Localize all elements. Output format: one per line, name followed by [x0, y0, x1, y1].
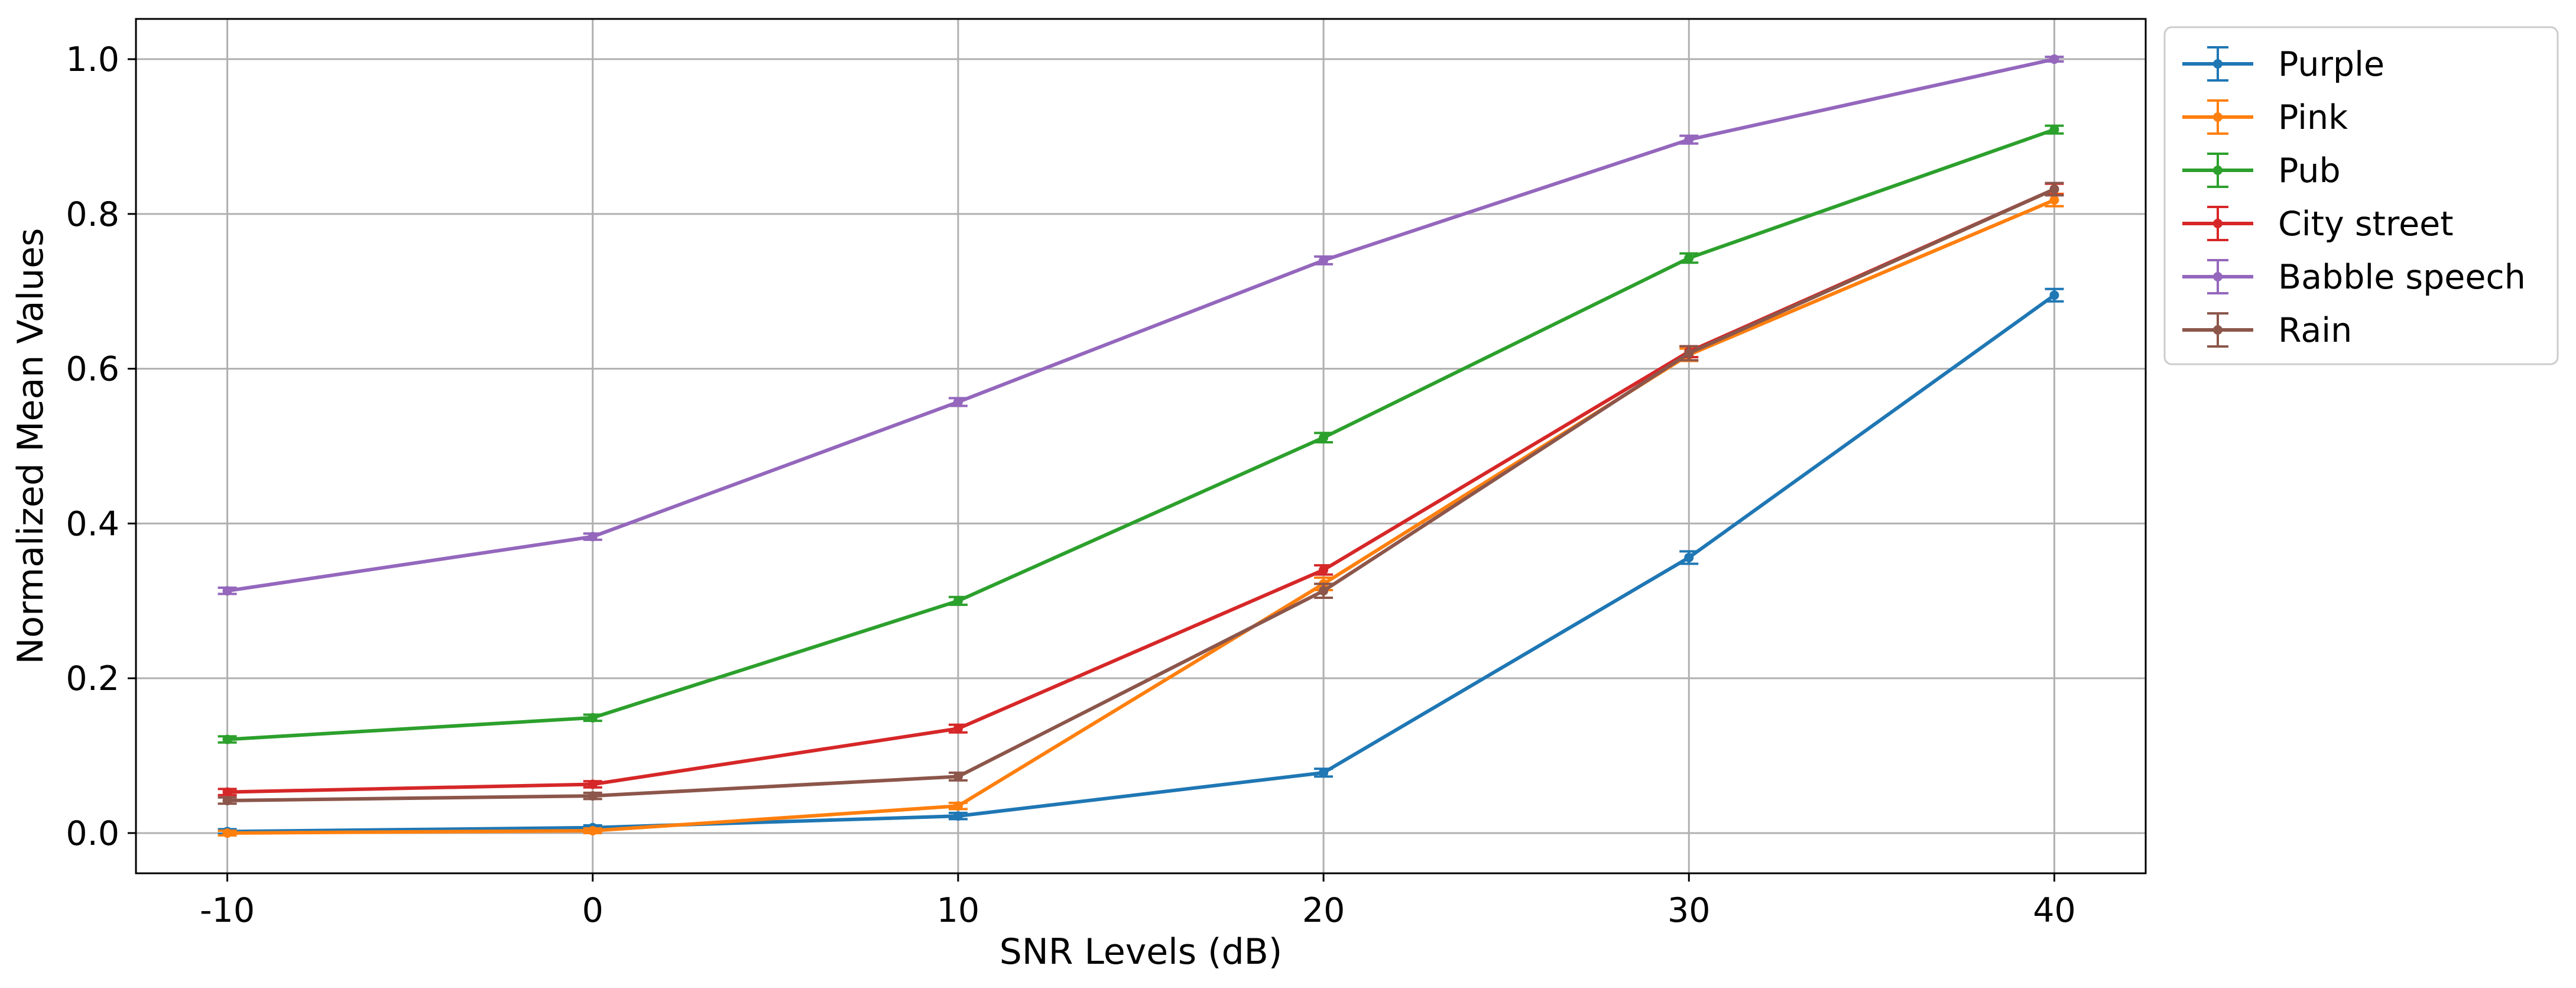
series-line	[227, 128, 2055, 741]
data-point	[588, 791, 598, 801]
legend-item: Babble speech	[2182, 258, 2526, 297]
data-point	[1319, 565, 1329, 575]
data-point	[953, 801, 963, 811]
legend: Purple Pink Pub City street Babble speech Rai…	[2163, 26, 2559, 365]
legend-marker	[2213, 219, 2223, 228]
data-point	[222, 734, 232, 744]
data-point	[222, 586, 232, 596]
x-axis-label: SNR Levels (dB)	[1000, 931, 1283, 973]
data-point	[2049, 184, 2059, 194]
legend-label: Pub	[2278, 151, 2341, 190]
data-point	[1684, 253, 1694, 263]
axis-ticks: -10 0 10 20 30 40 0.0 0.2 0.4 0.6 0.8 1.0	[66, 40, 2075, 930]
data-point	[2049, 290, 2059, 300]
series-line	[227, 293, 2056, 834]
y-tick-label: 0.0	[66, 814, 119, 853]
x-tick-label: 20	[1302, 891, 1345, 930]
legend-box	[2163, 26, 2559, 365]
legend-item: City street	[2182, 205, 2454, 244]
legend-item: Purple	[2182, 45, 2384, 84]
y-tick-label: 0.2	[66, 659, 119, 698]
data-point	[588, 779, 598, 789]
data-point	[1684, 135, 1694, 145]
y-tick-label: 0.6	[66, 350, 119, 389]
data-point	[588, 712, 598, 723]
legend-item: Rain	[2182, 311, 2352, 350]
data-point	[588, 532, 598, 542]
y-axis-label: Normalized Mean Values	[10, 228, 51, 665]
y-tick-label: 1.0	[66, 40, 119, 79]
series-line	[227, 57, 2055, 593]
data-point	[1319, 433, 1329, 443]
plot-frame	[135, 18, 2147, 874]
legend-marker	[2213, 272, 2223, 281]
data-point	[1684, 348, 1694, 358]
data-point	[1319, 255, 1329, 265]
legend-label: Rain	[2278, 311, 2352, 350]
data-point	[588, 826, 598, 836]
x-tick-label: 0	[582, 891, 604, 930]
data-point	[953, 772, 963, 782]
legend-marker	[2213, 166, 2223, 175]
data-point	[2049, 195, 2059, 205]
data-point	[1684, 552, 1694, 562]
legend-label: Babble speech	[2278, 258, 2526, 297]
legend-label: Purple	[2278, 45, 2384, 84]
data-point	[953, 724, 963, 734]
series-line	[227, 187, 2055, 802]
x-tick-label: -10	[200, 891, 255, 930]
series-babble-speech	[218, 54, 2064, 596]
data-point	[2049, 54, 2059, 64]
data-point	[1319, 586, 1329, 596]
legend-marker	[2213, 325, 2223, 335]
series-pub	[218, 124, 2064, 744]
legend-marker	[2213, 59, 2223, 69]
data-point	[953, 397, 963, 407]
series-rain	[218, 182, 2064, 805]
data-point	[1319, 767, 1329, 778]
data-point	[953, 811, 963, 821]
y-tick-label: 0.8	[66, 195, 119, 234]
plot-series	[218, 54, 2064, 838]
data-point	[222, 828, 232, 838]
legend-item: Pink	[2182, 98, 2348, 137]
legend-label: Pink	[2278, 98, 2348, 137]
data-point	[222, 787, 232, 797]
series-line	[227, 198, 2055, 835]
y-tick-label: 0.4	[66, 504, 119, 543]
x-tick-label: 40	[2033, 891, 2076, 930]
legend-label: City street	[2278, 205, 2454, 244]
x-tick-label: 10	[937, 891, 980, 930]
x-tick-label: 30	[1667, 891, 1711, 930]
data-point	[953, 596, 963, 606]
legend-marker	[2213, 112, 2223, 122]
data-point	[2049, 125, 2059, 135]
legend-item: Pub	[2182, 151, 2341, 190]
data-point	[222, 795, 232, 805]
